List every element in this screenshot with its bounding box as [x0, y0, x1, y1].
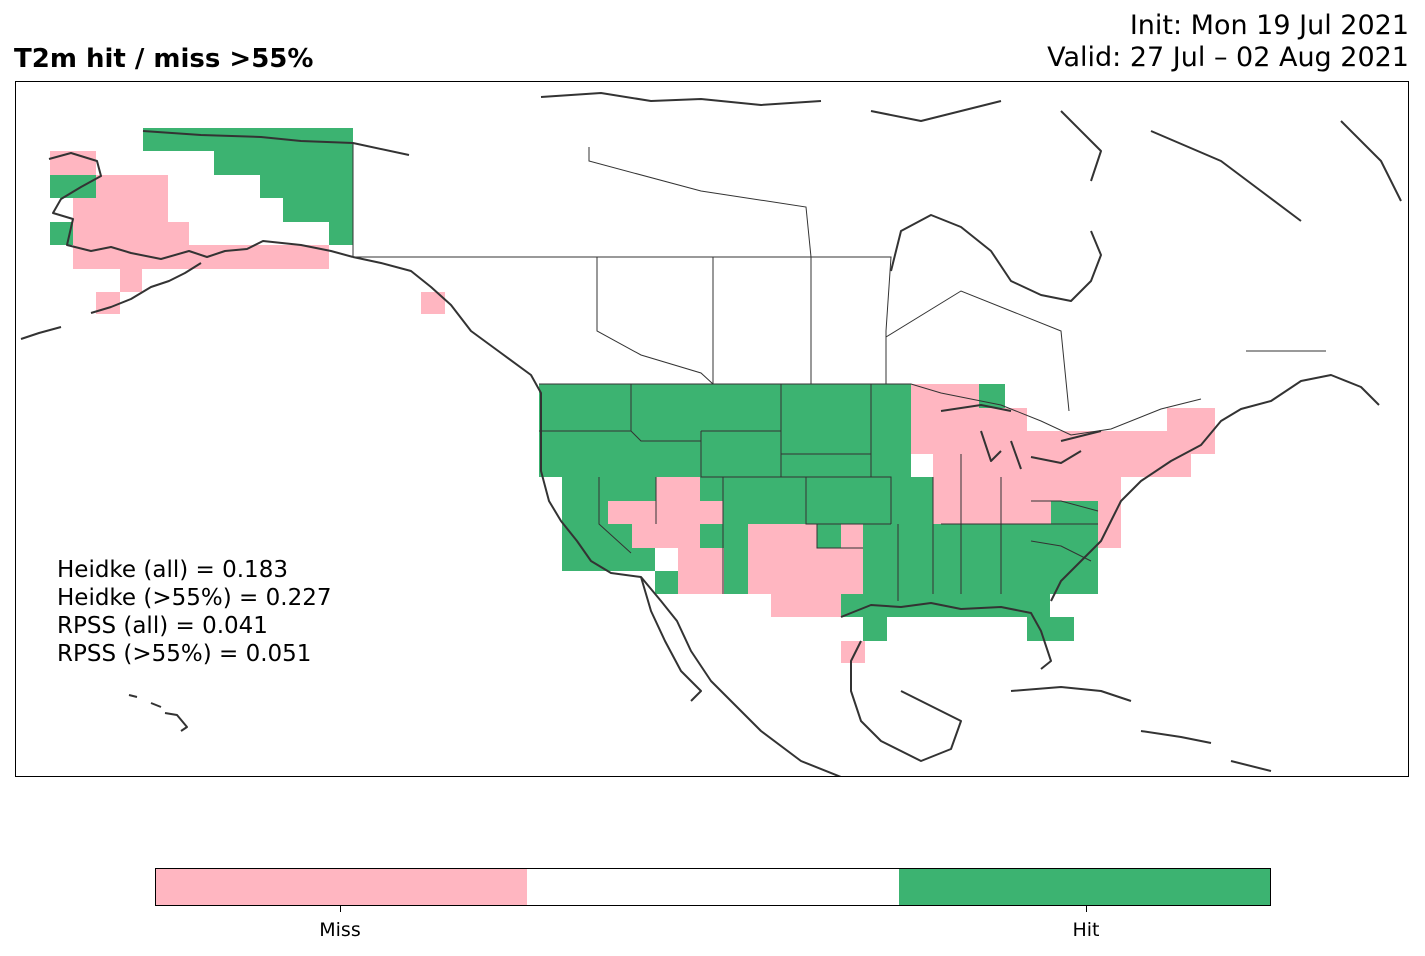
score-rpss-all: RPSS (all) = 0.041: [57, 613, 268, 639]
gulf-coast: [850, 640, 962, 762]
gulf-north-coast: [840, 602, 1052, 670]
hawaii: [128, 694, 188, 732]
grid-cell: [911, 431, 1215, 454]
colorbar-label-hit: Hit: [1072, 919, 1100, 941]
grid-cell: [911, 408, 1027, 431]
pacific-coast: [352, 256, 842, 776]
map-canvas: [20, 92, 1402, 776]
map-title: T2m hit / miss >55%: [14, 44, 314, 74]
conus-miss-cells: [608, 384, 1215, 663]
us-states: [539, 384, 1099, 601]
grid-cell: [1027, 617, 1074, 641]
hudson-bay: [890, 214, 1102, 302]
grid-cell: [96, 175, 168, 198]
grid-cell: [979, 384, 1005, 408]
grid-cell: [73, 245, 329, 269]
grid-cell: [771, 594, 841, 617]
grid-cell: [655, 571, 679, 594]
skill-scores: Heidke (all) = 0.183 Heidke (>55%) = 0.2…: [57, 556, 331, 668]
grid-cell: [96, 292, 120, 314]
date-info: Init: Mon 19 Jul 2021 Valid: 27 Jul – 02…: [1047, 10, 1409, 74]
valid-date: Valid: 27 Jul – 02 Aug 2021: [1047, 42, 1409, 73]
grid-cell: [50, 222, 73, 245]
coastlines: [20, 92, 1402, 776]
alaska-north-coast: [142, 130, 410, 156]
colorbar-neutral: [527, 869, 899, 905]
baja-coast: [640, 576, 702, 702]
grid-cell: [863, 571, 1098, 594]
colorbar-miss: [156, 869, 528, 905]
canada-us-border: [352, 143, 1202, 436]
grid-cell: [1051, 501, 1098, 524]
score-heidke-all: Heidke (all) = 0.183: [57, 557, 288, 583]
grid-cell: [329, 222, 353, 245]
grid-cell: [50, 151, 96, 175]
colorbar-tick-hit: [1086, 906, 1087, 912]
alaska-coast: [48, 152, 354, 260]
grid-cell: [724, 548, 748, 594]
grid-cell: [748, 524, 817, 548]
aleutian-islands: [20, 262, 202, 340]
grid-cell: [50, 175, 96, 198]
grid-cell: [143, 128, 353, 151]
great-lakes: [940, 404, 1102, 470]
grid-cell: [1167, 408, 1215, 431]
arctic-islands: [540, 92, 1402, 222]
grid-cell: [73, 198, 168, 222]
grid-cell: [73, 222, 189, 245]
grid-cell: [260, 175, 353, 198]
grid-cell: [1027, 594, 1050, 617]
grid-cell: [214, 151, 353, 175]
colorbar-label-miss: Miss: [319, 919, 361, 941]
caribbean: [1010, 686, 1272, 772]
score-heidke-55: Heidke (>55%) = 0.227: [57, 585, 332, 611]
grid-cell: [632, 524, 700, 548]
grid-cell: [700, 524, 748, 548]
alaska-cells: [50, 128, 445, 314]
grid-cell: [863, 524, 1098, 571]
grid-cell: [933, 501, 1051, 524]
grid-cell: [817, 524, 841, 548]
colorbar: [155, 868, 1271, 906]
grid-cell: [421, 292, 445, 314]
grid-cell: [911, 384, 979, 408]
borders: [352, 143, 1326, 601]
map-panel: [15, 81, 1409, 777]
grid-cell: [841, 524, 863, 548]
grid-cell: [678, 548, 724, 594]
grid-cell: [933, 477, 1121, 501]
score-rpss-55: RPSS (>55%) = 0.051: [57, 641, 312, 667]
atlantic-coast: [1050, 374, 1380, 602]
grid-cell: [841, 641, 865, 663]
grid-cell: [748, 548, 863, 594]
grid-cell: [283, 198, 353, 222]
grid-cell: [585, 548, 655, 571]
grid-cell: [933, 454, 1191, 477]
init-date: Init: Mon 19 Jul 2021: [1129, 10, 1409, 41]
grid-cell: [841, 594, 1027, 617]
grid-cell: [700, 477, 933, 524]
grid-cell: [608, 501, 723, 524]
colorbar-tick-miss: [340, 906, 341, 912]
grid-cell: [863, 617, 887, 641]
canadian-provinces: [353, 147, 1326, 412]
colorbar-hit: [898, 869, 1270, 905]
grid-cell: [120, 269, 142, 292]
